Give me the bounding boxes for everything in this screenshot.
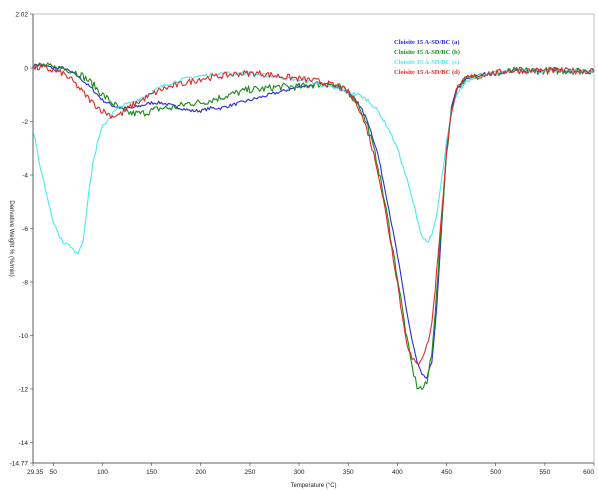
- x-tick-label: 350: [343, 469, 354, 476]
- series-layer: [33, 62, 595, 391]
- x-tick-label: 300: [294, 469, 305, 476]
- y-tick-label: -4: [22, 172, 28, 179]
- x-tick-label: 600: [583, 469, 594, 476]
- y-tick-label: -6: [22, 226, 28, 233]
- x-tick-label: 150: [146, 469, 157, 476]
- legend: Cloisite 15 A-SD/BC (a) Cloisite 15 A-SD/…: [394, 39, 460, 76]
- x-tick-label: 400: [392, 469, 403, 476]
- legend-entry: Cloisite 15 A-SD/BC (d): [394, 69, 460, 76]
- x-tick-label: 100: [97, 469, 108, 476]
- y-tick-label: -14: [19, 440, 29, 447]
- x-tick-label: 550: [539, 469, 550, 476]
- x-tick-label: 500: [490, 469, 501, 476]
- y-tick-label: -10: [19, 333, 29, 340]
- y-tick-label: -12: [19, 386, 29, 393]
- x-axis-ticks: 29.35 50 100 150 200 250 300 350 400 450 500 550 600: [27, 463, 594, 476]
- axes-layer: [32, 14, 594, 464]
- legend-entry: Cloisite 15 A-SD/BC (b): [394, 49, 460, 56]
- y-tick-label: -2: [22, 119, 28, 126]
- x-tick-label: 200: [195, 469, 206, 476]
- y-tick-label: -8: [22, 279, 28, 286]
- x-tick-label: 50: [50, 469, 58, 476]
- y-tick-label: 2.02: [15, 12, 28, 19]
- x-tick-label: 450: [441, 469, 452, 476]
- y-tick-label: 0: [24, 66, 28, 73]
- y-axis-title: Derivative Weight % (%/min): [8, 200, 14, 276]
- y-tick-label: -14.77: [10, 461, 29, 468]
- legend-entry: Cloisite 15 A-SD/BC (a): [394, 39, 460, 46]
- legend-entry: Cloisite 15 A-SD/BC (c): [394, 59, 459, 66]
- x-tick-label: 250: [244, 469, 255, 476]
- series-line: [33, 64, 595, 365]
- x-tick-label: 29.35: [27, 469, 44, 476]
- y-axis-ticks: 2.02 0 -2 -4 -6 -8 -10 -12 -14 -14.77: [10, 12, 33, 468]
- x-axis-title: Temperature (°C): [290, 483, 336, 489]
